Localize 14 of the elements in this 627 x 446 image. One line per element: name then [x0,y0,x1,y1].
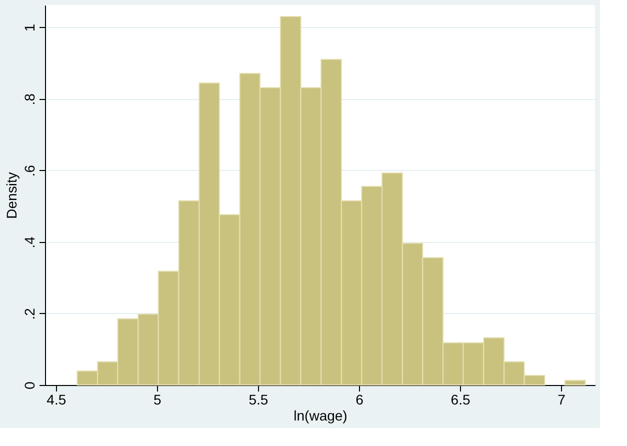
y-tick-label: .4 [22,236,38,248]
y-tick-label: .2 [22,308,38,320]
x-tick-label: 4.5 [46,392,66,408]
y-axis-title: Density [4,172,20,219]
y-tick-label: .8 [22,93,38,106]
y-tick-label: 1 [22,24,38,32]
x-tick-label: 5.5 [248,392,268,408]
x-tick-label: 6 [356,392,364,408]
y-tick-label: 0 [22,381,38,390]
x-tick-label: 6.5 [450,392,470,408]
x-tick-label: 7 [558,392,566,408]
y-tick-label: .6 [22,164,38,177]
x-tick-label: 5 [154,392,162,408]
x-axis-title: ln(wage) [294,408,348,424]
